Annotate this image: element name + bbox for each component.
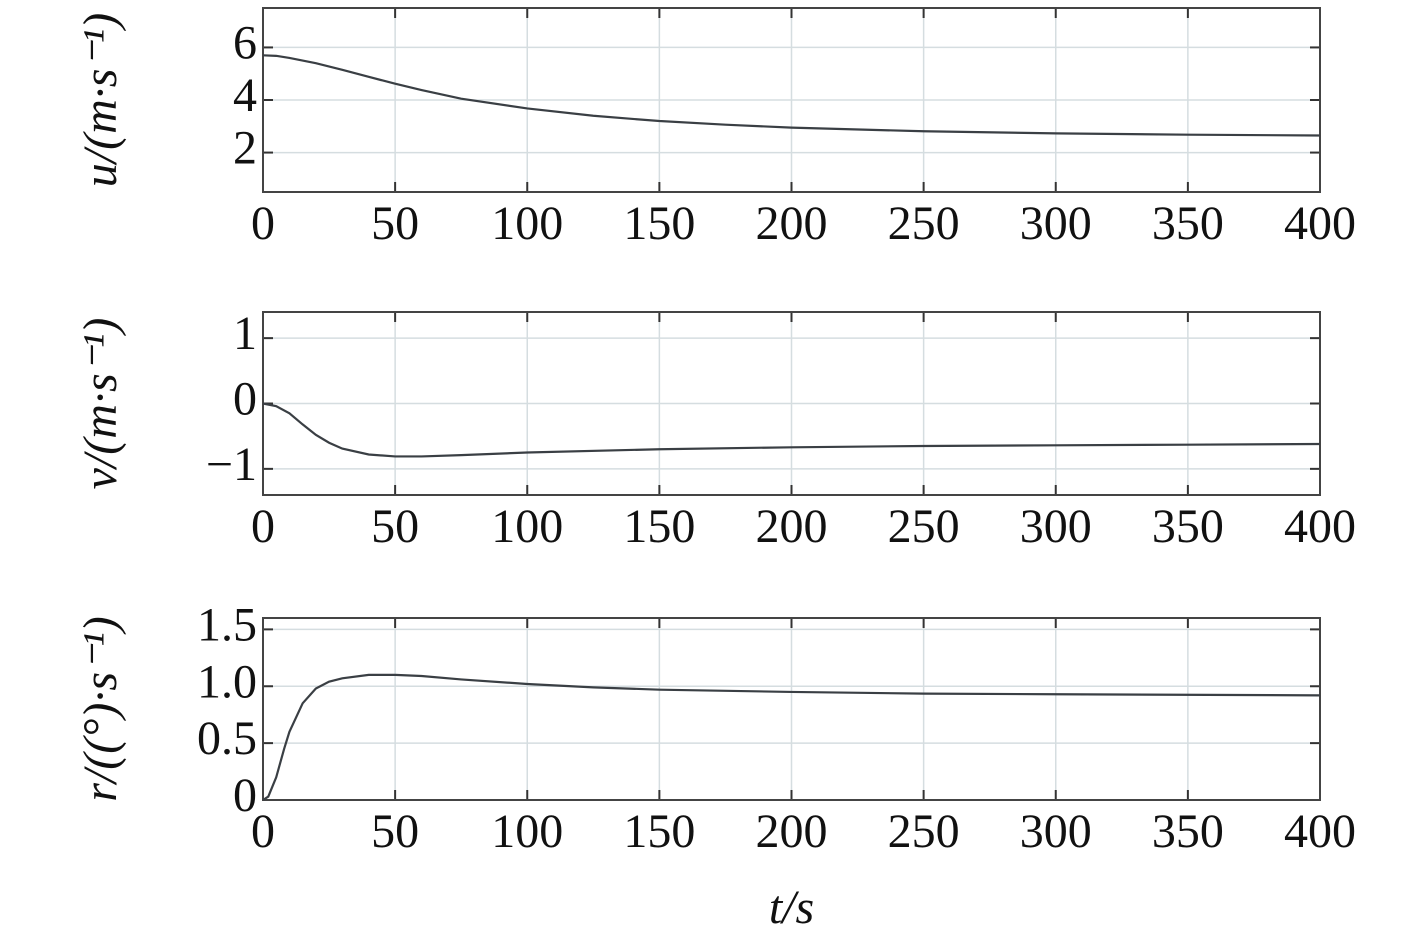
x-tick-label: 350 [1152, 197, 1224, 250]
x-tick-label: 200 [756, 500, 828, 553]
data-line [262, 402, 1321, 458]
y-tick-label: 0.5 [197, 712, 257, 765]
x-tick-label: 350 [1152, 500, 1224, 553]
y-axis-label: u/(m·s⁻¹) [74, 13, 127, 187]
x-tick-label: 50 [371, 197, 419, 250]
x-tick-label: 300 [1020, 500, 1092, 553]
x-tick-label: 0 [251, 805, 275, 858]
x-tick-label: 200 [756, 197, 828, 250]
x-tick-label: 50 [371, 805, 419, 858]
x-axis-label: t/s [769, 881, 814, 934]
plot-frame [262, 7, 1321, 193]
y-tick-label: −1 [206, 438, 257, 491]
x-tick-label: 400 [1284, 500, 1356, 553]
y-tick-label: 0 [233, 373, 257, 426]
x-tick-label: 400 [1284, 197, 1356, 250]
y-tick-label: 4 [233, 69, 257, 122]
x-tick-label: 300 [1020, 197, 1092, 250]
x-tick-label: 0 [251, 197, 275, 250]
y-tick-label: 1.5 [197, 598, 257, 651]
x-tick-label: 250 [888, 805, 960, 858]
y-axis-label: v/(m·s⁻¹) [74, 318, 127, 490]
data-line [262, 673, 1321, 801]
y-axis-label: r/((°)·s⁻¹) [74, 616, 127, 802]
y-tick-label: 0 [233, 769, 257, 822]
x-tick-label: 250 [888, 197, 960, 250]
x-tick-label: 400 [1284, 805, 1356, 858]
data-line [262, 54, 1321, 137]
x-tick-label: 150 [623, 805, 695, 858]
x-tick-label: 150 [623, 500, 695, 553]
x-tick-label: 200 [756, 805, 828, 858]
x-tick-label: 0 [251, 500, 275, 553]
x-tick-label: 100 [491, 805, 563, 858]
x-tick-label: 150 [623, 197, 695, 250]
x-tick-label: 250 [888, 500, 960, 553]
y-tick-label: 6 [233, 16, 257, 69]
x-tick-label: 350 [1152, 805, 1224, 858]
y-tick-label: 2 [233, 122, 257, 175]
x-tick-label: 50 [371, 500, 419, 553]
y-tick-label: 1 [233, 307, 257, 360]
plot-frame [262, 617, 1321, 801]
x-tick-label: 100 [491, 500, 563, 553]
x-tick-label: 100 [491, 197, 563, 250]
y-tick-label: 1.0 [197, 655, 257, 708]
x-tick-label: 300 [1020, 805, 1092, 858]
